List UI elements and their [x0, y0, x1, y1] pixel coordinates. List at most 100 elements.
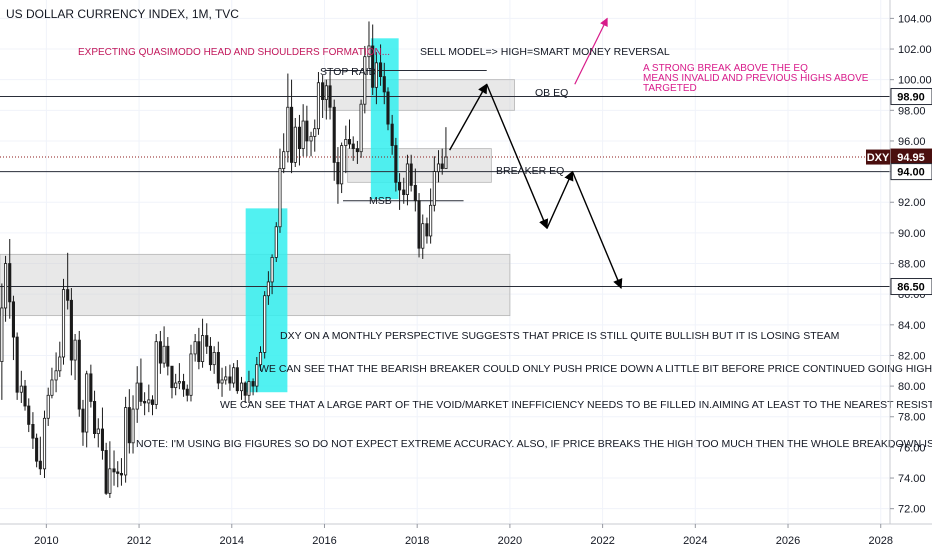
candle[interactable]	[297, 114, 301, 166]
candle[interactable]	[255, 356, 259, 393]
candle[interactable]	[119, 458, 123, 486]
candle[interactable]	[305, 105, 309, 157]
candle[interactable]	[166, 337, 170, 376]
candle[interactable]	[208, 337, 212, 371]
highlight-zone[interactable]	[245, 208, 288, 393]
candle[interactable]	[390, 114, 394, 155]
projection-arrow[interactable]	[546, 170, 574, 229]
candle[interactable]	[351, 136, 355, 161]
candle[interactable]	[432, 156, 436, 212]
candle[interactable]	[405, 154, 410, 206]
projection-arrow[interactable]	[571, 171, 623, 289]
candle[interactable]	[0, 283, 4, 400]
candle[interactable]	[266, 271, 270, 305]
candle[interactable]	[185, 384, 189, 402]
candle[interactable]	[374, 52, 378, 105]
candle[interactable]	[147, 384, 151, 413]
candle[interactable]	[409, 154, 413, 192]
candle[interactable]	[4, 255, 8, 322]
candle[interactable]	[127, 389, 131, 454]
candle[interactable]	[189, 344, 193, 402]
candle[interactable]	[139, 358, 143, 407]
candle[interactable]	[31, 412, 35, 449]
candle[interactable]	[258, 346, 263, 371]
candle[interactable]	[193, 334, 197, 362]
candle[interactable]	[278, 148, 282, 233]
candle[interactable]	[154, 334, 158, 410]
candle[interactable]	[363, 45, 367, 114]
candle[interactable]	[143, 392, 147, 416]
candle[interactable]	[228, 364, 232, 391]
candle[interactable]	[251, 378, 255, 396]
candle[interactable]	[38, 436, 42, 475]
candle[interactable]	[201, 318, 205, 368]
candle[interactable]	[93, 390, 97, 439]
candle[interactable]	[19, 370, 23, 403]
candle[interactable]	[429, 188, 433, 244]
candle[interactable]	[216, 341, 220, 390]
candle[interactable]	[15, 332, 19, 400]
candle[interactable]	[371, 24, 375, 95]
candle[interactable]	[46, 387, 50, 426]
candle[interactable]	[270, 254, 274, 295]
candle[interactable]	[382, 62, 386, 105]
candle[interactable]	[367, 21, 371, 69]
candle[interactable]	[158, 330, 162, 374]
candle[interactable]	[27, 398, 31, 433]
time-axis[interactable]: 2010 2012 2014 2016 2018 2020 2022 2024 2026 2028	[34, 524, 893, 547]
candle[interactable]	[100, 407, 104, 460]
candle[interactable]	[131, 395, 135, 454]
candle[interactable]	[61, 278, 66, 365]
candle[interactable]	[182, 373, 186, 397]
candle[interactable]	[220, 367, 224, 397]
candle[interactable]	[347, 119, 352, 149]
candle[interactable]	[42, 410, 47, 479]
candle[interactable]	[328, 72, 332, 120]
candle[interactable]	[174, 373, 178, 396]
candle[interactable]	[50, 367, 54, 399]
candle[interactable]	[58, 341, 62, 377]
candle[interactable]	[290, 79, 294, 174]
candle[interactable]	[344, 125, 348, 174]
candle[interactable]	[309, 131, 313, 157]
candle[interactable]	[359, 99, 363, 158]
candle[interactable]	[440, 148, 444, 175]
candle[interactable]	[243, 381, 247, 403]
candle[interactable]	[324, 79, 328, 120]
candle[interactable]	[135, 366, 139, 423]
candle[interactable]	[205, 323, 209, 354]
candle[interactable]	[235, 360, 239, 394]
candle[interactable]	[282, 133, 286, 174]
candle[interactable]	[112, 450, 116, 486]
candle[interactable]	[286, 73, 290, 163]
candle[interactable]	[293, 117, 297, 168]
candle[interactable]	[69, 288, 73, 376]
candle[interactable]	[124, 396, 128, 483]
candle[interactable]	[421, 214, 425, 259]
candle[interactable]	[81, 399, 85, 446]
candle[interactable]	[96, 418, 100, 448]
candle[interactable]	[170, 365, 174, 399]
candle[interactable]	[66, 252, 70, 310]
candle[interactable]	[444, 127, 448, 169]
projection-arrow[interactable]	[486, 83, 549, 230]
candle[interactable]	[239, 376, 244, 400]
candle[interactable]	[436, 150, 441, 183]
candle[interactable]	[247, 370, 251, 403]
candle[interactable]	[77, 330, 81, 417]
candle[interactable]	[162, 326, 166, 368]
candle[interactable]	[197, 327, 201, 370]
candle[interactable]	[413, 168, 417, 212]
candle[interactable]	[321, 75, 325, 118]
candle[interactable]	[23, 379, 27, 411]
candle[interactable]	[11, 295, 15, 361]
candle[interactable]	[108, 441, 112, 498]
candle[interactable]	[150, 395, 155, 416]
candle[interactable]	[8, 239, 12, 319]
candle[interactable]	[316, 72, 321, 135]
candle[interactable]	[263, 291, 267, 359]
candle[interactable]	[116, 461, 120, 488]
candle[interactable]	[104, 442, 108, 495]
candle[interactable]	[336, 147, 340, 204]
